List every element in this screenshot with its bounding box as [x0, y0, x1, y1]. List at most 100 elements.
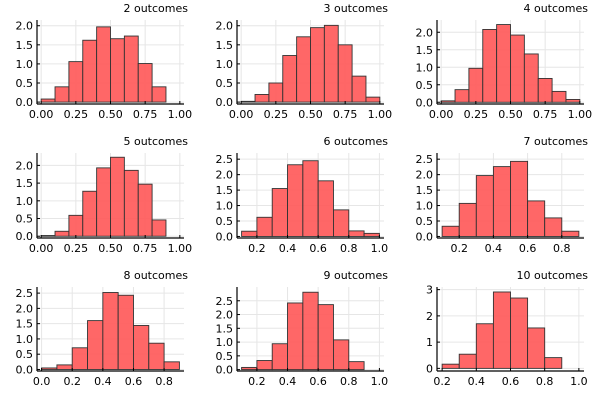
histogram-panel: 0.2 0.4 0.6 0.8 1.0 0.0 0.5 1.0 1.5 2.0 2.5 6 outco… [216, 135, 389, 255]
y-tick-label: 1.5 [16, 177, 34, 190]
y-tick-label: 0.5 [16, 348, 34, 361]
y-tick-label: 1.5 [16, 318, 34, 331]
histogram-bar [351, 75, 367, 103]
y-tick-label: 2.0 [216, 20, 234, 33]
x-tick-label: 0.8 [340, 242, 358, 255]
histogram-bar [523, 53, 539, 103]
x-tick-label: 1.00 [168, 108, 193, 121]
x-tick-label: 1.00 [568, 108, 593, 121]
y-tick-label: 1.5 [216, 39, 234, 52]
y-tick-label: 1.0 [416, 61, 434, 74]
histogram-bar [123, 35, 139, 103]
x-tick-label: 0.2 [248, 375, 266, 388]
panel-title: 6 outcomes [323, 135, 388, 148]
x-tick-label: 0.50 [98, 108, 123, 121]
histogram-bar [137, 63, 153, 103]
histogram-bar [123, 169, 139, 237]
histogram-bar [348, 361, 365, 371]
y-tick-label: 0.0 [416, 230, 434, 243]
y-tick-label: 1 [426, 336, 433, 349]
y-tick-label: 2.0 [416, 26, 434, 39]
histogram-bar [440, 100, 456, 103]
histogram-bar [475, 323, 494, 369]
histogram-bar [254, 94, 270, 103]
x-tick-label: 0.6 [309, 375, 327, 388]
histogram-panel: 0.2 0.4 0.6 0.8 1.00.00.51.01.52.02.59 outco… [216, 269, 389, 388]
histogram-panel: 0.00 0.25 0.50 0.75 1.00 0.0 0.5 1.0 1.5 2.0 2 out… [16, 2, 193, 121]
y-tick-label: 2.0 [216, 309, 234, 322]
x-tick-label: 0.6 [519, 242, 537, 255]
y-tick-label: 0.5 [216, 350, 234, 363]
histogram-bar [510, 297, 529, 369]
panel-title: 3 outcomes [323, 2, 388, 15]
x-tick-label: 0.00 [29, 108, 54, 121]
histogram-panel: 0.2 0.4 0.6 0.8 0.0 0.5 1.0 1.5 2.0 2.5 7 outcomes [416, 135, 589, 255]
histogram-bar [268, 82, 284, 103]
y-tick-label: 2.5 [16, 287, 34, 300]
histogram-bar [54, 230, 70, 237]
x-tick-label: 0.2 [248, 242, 266, 255]
y-tick-label: 2.0 [416, 169, 434, 182]
y-tick-label: 0.0 [216, 230, 234, 243]
x-tick-label: 0.8 [536, 375, 554, 388]
y-tick-label: 2.5 [216, 295, 234, 308]
x-tick-label: 0.25 [264, 108, 289, 121]
y-tick-label: 1.0 [216, 58, 234, 71]
x-tick-label: 0.4 [94, 375, 112, 388]
x-tick-label: 0.75 [133, 242, 158, 255]
x-tick-label: 0.0 [33, 375, 51, 388]
histogram-bar [287, 164, 304, 237]
y-tick-label: 0.0 [16, 230, 34, 243]
y-tick-label: 2.0 [16, 159, 34, 172]
x-tick-label: 0.75 [533, 108, 558, 121]
histogram-bar [56, 364, 73, 370]
histogram-bar [565, 98, 581, 103]
y-tick-label: 0.5 [216, 77, 234, 90]
histogram-bar [54, 86, 70, 103]
histogram-bar [163, 361, 180, 370]
x-tick-label: 0.50 [498, 108, 523, 121]
histogram-bar [454, 89, 470, 103]
histogram-bar [365, 96, 381, 103]
x-tick-label: 0.4 [279, 242, 297, 255]
x-tick-label: 0.75 [333, 108, 358, 121]
x-tick-label: 0.6 [309, 242, 327, 255]
histogram-bar [96, 167, 111, 237]
histogram-bar [317, 304, 334, 371]
histogram-bar [151, 86, 167, 103]
x-tick-label: 0.8 [553, 242, 571, 255]
x-tick-label: 0.50 [298, 108, 323, 121]
histogram-bar [337, 44, 353, 103]
x-tick-label: 0.2 [450, 242, 468, 255]
y-tick-label: 0.0 [16, 96, 34, 109]
histogram-bar [458, 353, 477, 369]
x-tick-label: 1.00 [368, 108, 393, 121]
histogram-bar [544, 357, 563, 369]
histogram-bar [148, 342, 165, 370]
histogram-bar [302, 160, 319, 237]
x-tick-label: 0.25 [464, 108, 489, 121]
y-tick-label: 1.0 [16, 195, 34, 208]
x-tick-label: 0.8 [340, 375, 358, 388]
histogram-bar [527, 327, 546, 369]
x-tick-label: 1.00 [168, 242, 193, 255]
y-tick-label: 1.0 [416, 200, 434, 213]
histogram-bar [544, 217, 563, 237]
y-tick-label: 2.0 [16, 20, 34, 33]
x-tick-label: 0.25 [64, 242, 89, 255]
histogram-bar [323, 24, 339, 103]
y-tick-label: 2.0 [16, 302, 34, 315]
histogram-bar [475, 175, 494, 237]
y-tick-label: 1.5 [416, 44, 434, 57]
x-tick-label: 0.4 [485, 242, 503, 255]
x-tick-label: 1.0 [570, 375, 588, 388]
panel-title: 10 outcomes [517, 269, 589, 282]
panel-title: 2 outcomes [123, 2, 188, 15]
histogram-bar [282, 55, 298, 103]
y-tick-label: 0.5 [416, 79, 434, 92]
histogram-bar [68, 214, 84, 237]
y-tick-label: 2.5 [416, 153, 434, 166]
histogram-bar [41, 367, 58, 370]
y-tick-label: 2.5 [216, 153, 234, 166]
